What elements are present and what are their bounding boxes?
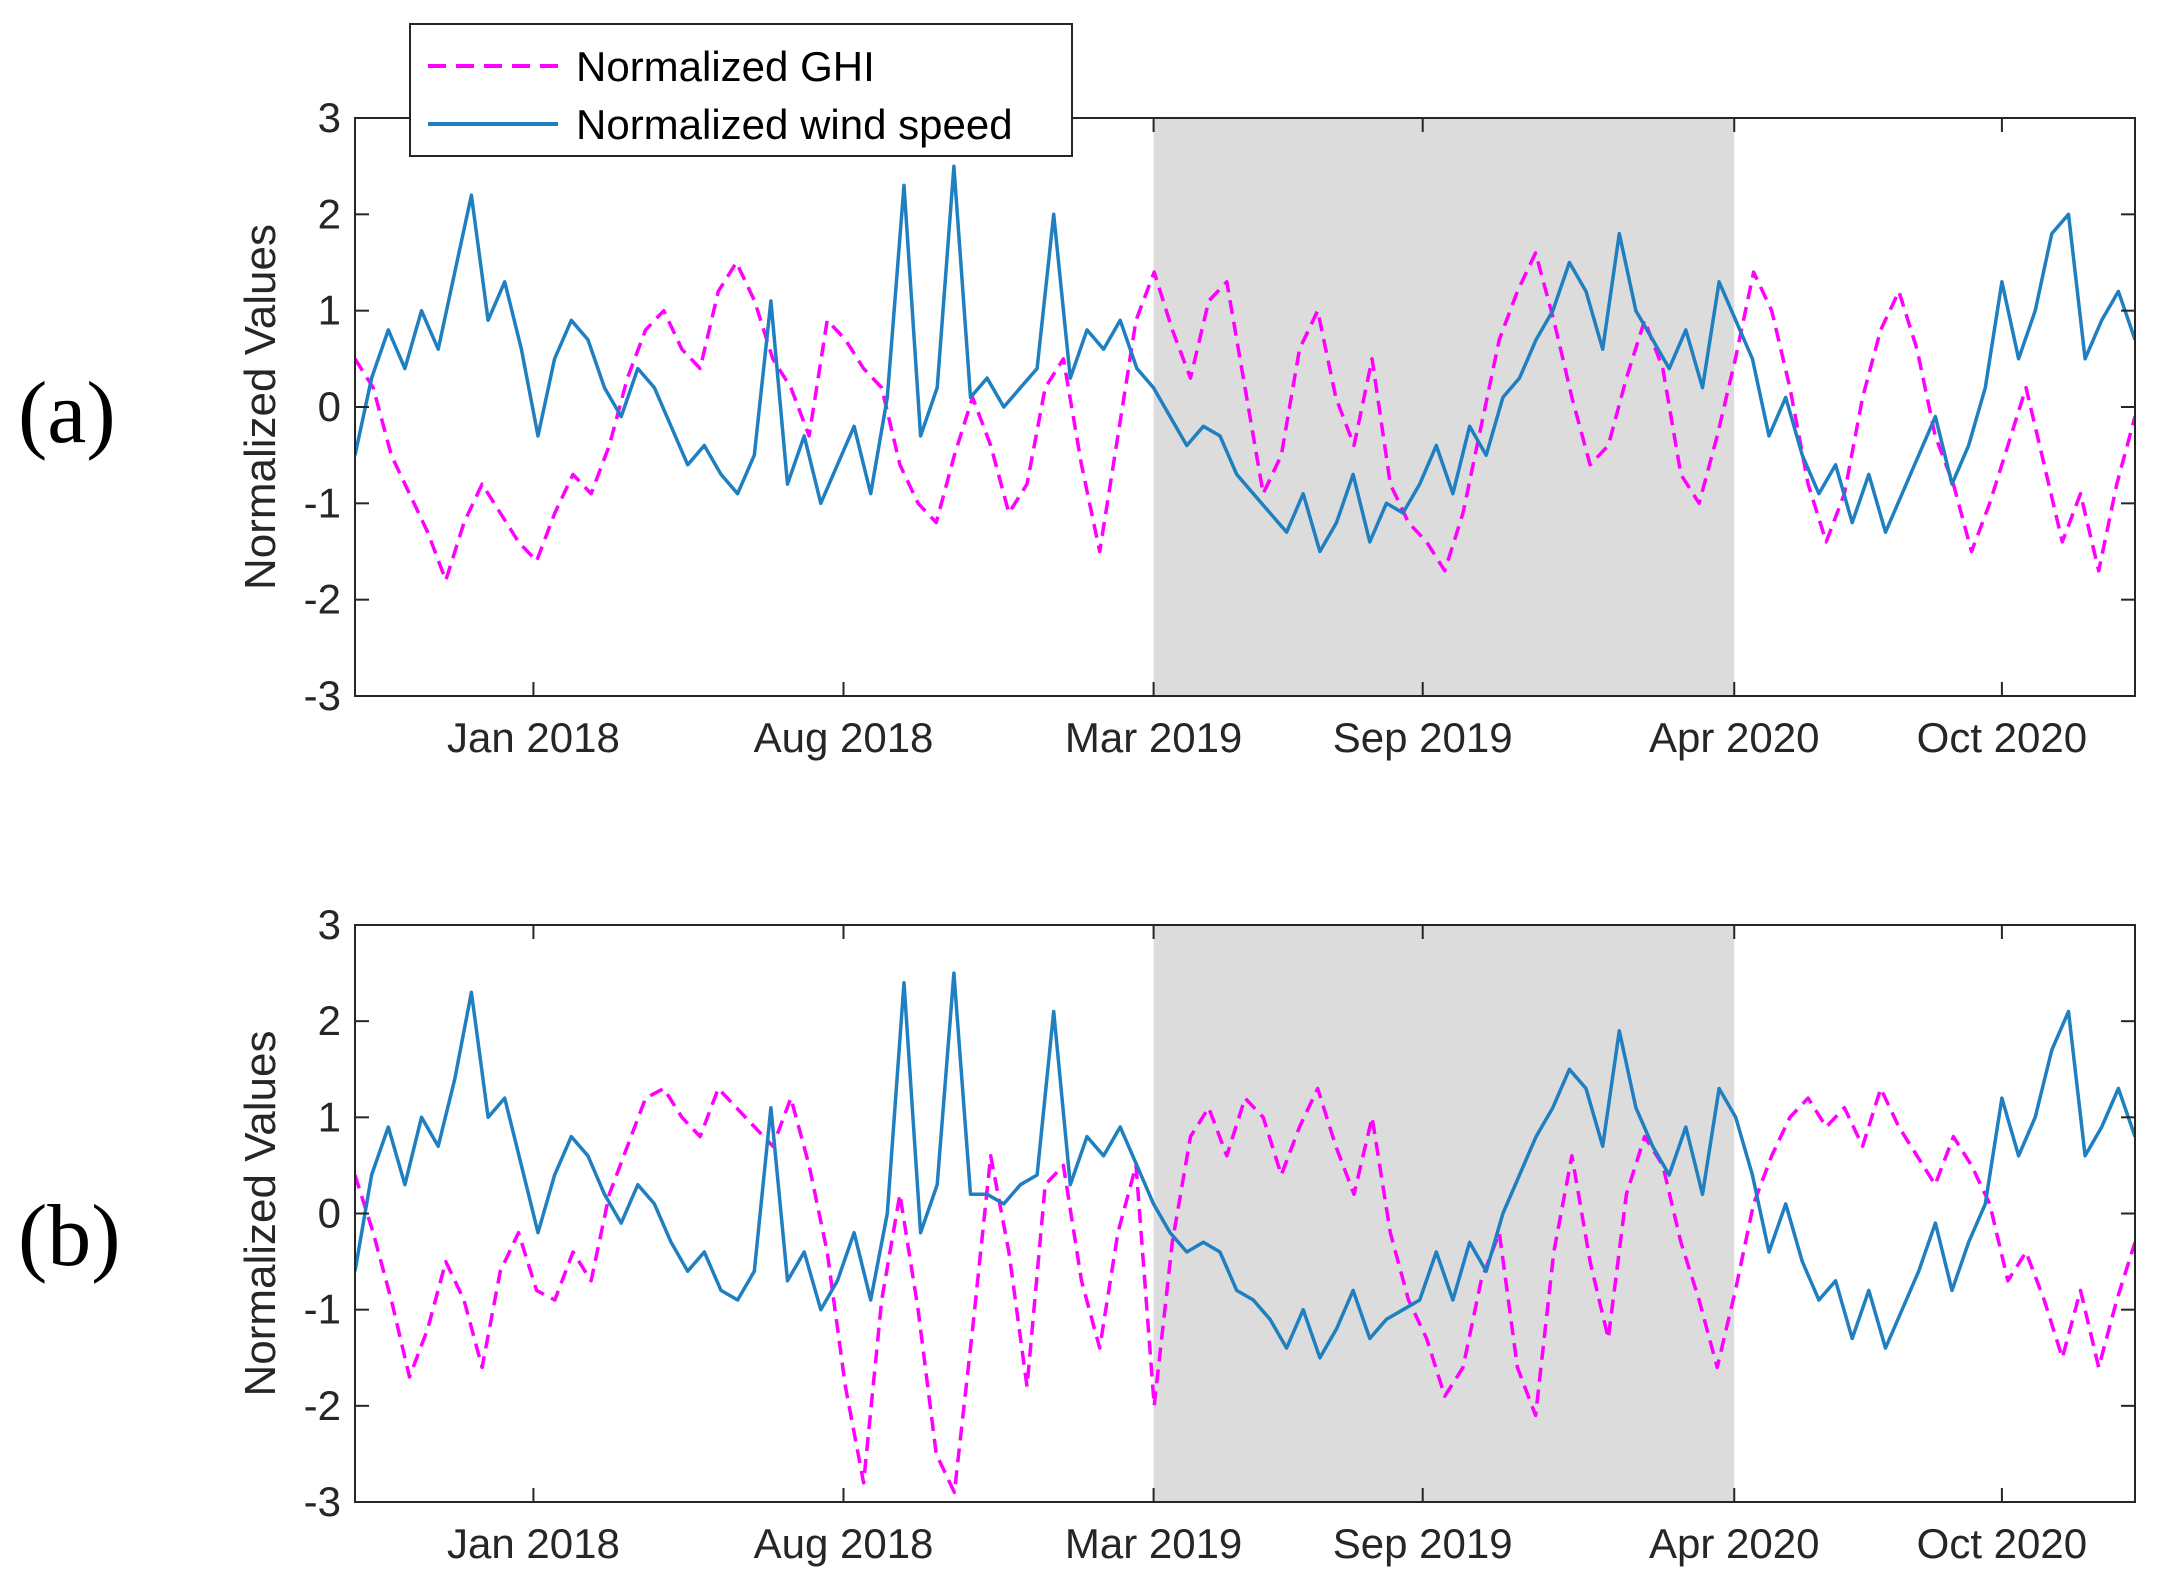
y-tick-label: 1 <box>318 1093 341 1140</box>
panel-a: 3 2 1 0 -1 -2 -3 Jan 2018 Aug 2018 Mar 2019 Sep 20… <box>18 23 2136 761</box>
x-tick-label: Sep 2019 <box>1333 714 1513 761</box>
series-line-wind-speed <box>355 164 2135 554</box>
y-tick-label: 0 <box>318 383 341 430</box>
y-axis-label: Normalized Values <box>236 1030 285 1396</box>
legend-box <box>409 23 1073 157</box>
series-line-ghi <box>355 251 2135 583</box>
legend-entry: Normalized wind speed <box>576 101 1013 148</box>
x-tick-label: Oct 2020 <box>1917 1520 2087 1567</box>
x-tick-label: Apr 2020 <box>1649 714 1819 761</box>
panel-label: (a) <box>18 365 116 462</box>
y-tick-label: -3 <box>304 1478 341 1525</box>
panel-b: 3 2 1 0 -1 -2 -3 Jan 2018 Aug 2018 Mar 2019 Sep 20… <box>18 901 2136 1567</box>
x-tick-label: Aug 2018 <box>754 714 934 761</box>
x-tick-label: Sep 2019 <box>1333 1520 1513 1567</box>
y-tick-label: -1 <box>304 1286 341 1333</box>
shaded-period <box>1153 925 1735 1502</box>
series-line-wind-speed <box>355 971 2135 1360</box>
y-tick-label: 2 <box>318 190 341 237</box>
y-tick-label: 3 <box>318 94 341 141</box>
y-tick-label: -3 <box>304 672 341 719</box>
y-tick-label: 0 <box>318 1190 341 1237</box>
shaded-period <box>1153 118 1735 696</box>
x-tick-label: Mar 2019 <box>1065 714 1242 761</box>
x-tick-label: Aug 2018 <box>754 1520 934 1567</box>
y-tick-label: -2 <box>304 576 341 623</box>
y-tick-label: -2 <box>304 1382 341 1429</box>
x-tick-label: Jan 2018 <box>447 714 620 761</box>
x-tick-label: Apr 2020 <box>1649 1520 1819 1567</box>
y-tick-label: 1 <box>318 287 341 334</box>
legend: Normalized GHI Normalized wind speed <box>409 23 1073 157</box>
y-tick-label: -1 <box>304 479 341 526</box>
x-tick-label: Jan 2018 <box>447 1520 620 1567</box>
x-tick-label: Oct 2020 <box>1917 714 2087 761</box>
x-tick-label: Mar 2019 <box>1065 1520 1242 1567</box>
legend-entry: Normalized GHI <box>576 43 875 90</box>
y-tick-label: 2 <box>318 997 341 1044</box>
y-tick-label: 3 <box>318 901 341 948</box>
series-line-ghi <box>355 1086 2135 1495</box>
panel-label: (b) <box>18 1188 121 1285</box>
y-axis-label: Normalized Values <box>236 224 285 590</box>
